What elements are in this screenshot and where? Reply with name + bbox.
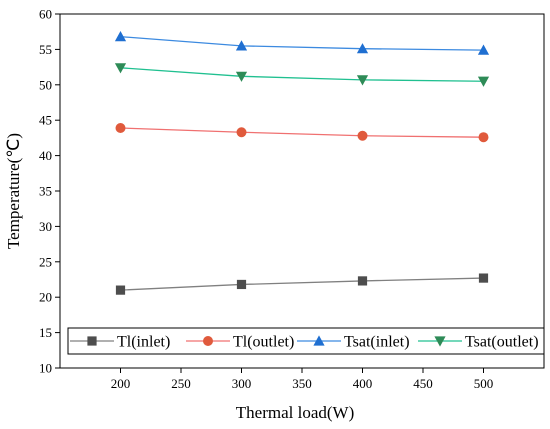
x-tick-label: 500 — [474, 376, 494, 391]
x-tick-label: 350 — [292, 376, 312, 391]
data-point — [478, 273, 489, 283]
legend-label: Tl(outlet) — [233, 334, 294, 351]
data-point — [114, 31, 127, 42]
y-tick-label: 10 — [39, 361, 52, 376]
legend-label: Tsat(inlet) — [344, 334, 410, 351]
legend-marker — [87, 336, 97, 346]
legend-item: Tsat(outlet) — [418, 334, 539, 351]
x-tick-label: 450 — [413, 376, 433, 391]
data-point — [235, 40, 248, 51]
series-line — [120, 36, 484, 51]
y-tick-label: 20 — [39, 290, 52, 305]
series-line — [120, 277, 484, 291]
x-axis-title: Thermal load(W) — [236, 403, 354, 422]
x-tick-label: 200 — [111, 376, 131, 391]
data-point — [236, 127, 247, 138]
y-tick-label: 25 — [39, 254, 52, 269]
legend-item: Tl(inlet) — [70, 334, 170, 351]
legend: Tl(inlet) Tl(outlet) Tsat(inlet) Tsat(outle… — [67, 327, 545, 355]
y-axis-title: Temperature(℃) — [4, 133, 23, 249]
x-tick-label: 300 — [232, 376, 252, 391]
data-point — [478, 132, 489, 143]
x-tick-label: 400 — [353, 376, 373, 391]
y-axis: 10 15 20 25 30 35 40 45 50 55 60 — [39, 7, 60, 376]
data-point — [115, 285, 126, 295]
legend-label: Tl(inlet) — [117, 334, 170, 351]
series-tsat-outlet — [114, 63, 490, 87]
y-tick-label: 30 — [39, 219, 52, 234]
legend-marker — [434, 336, 446, 347]
data-point — [477, 44, 490, 55]
data-point — [357, 276, 368, 286]
data-point — [356, 75, 369, 86]
series-line — [120, 67, 484, 82]
series-tl-inlet — [115, 273, 489, 295]
legend-marker — [313, 335, 325, 346]
y-tick-label: 50 — [39, 77, 52, 92]
data-point — [236, 279, 247, 290]
data-point — [356, 43, 369, 54]
data-point — [477, 76, 490, 87]
y-tick-label: 35 — [39, 184, 52, 199]
legend-marker — [203, 336, 213, 346]
series-line — [120, 127, 484, 138]
series-tl-outlet — [115, 122, 489, 143]
x-axis: 200 250 300 350 400 450 500 — [111, 368, 494, 391]
legend-item: Tsat(inlet) — [297, 334, 410, 351]
y-tick-label: 55 — [39, 42, 52, 57]
data-point — [115, 122, 126, 133]
data-point — [114, 63, 127, 74]
legend-item: Tl(outlet) — [186, 334, 294, 351]
plot-frame — [59, 13, 545, 369]
x-tick-label: 250 — [171, 376, 191, 391]
y-tick-label: 15 — [39, 325, 52, 340]
legend-label: Tsat(outlet) — [465, 334, 539, 351]
data-point — [357, 130, 368, 141]
y-tick-label: 45 — [39, 113, 52, 128]
y-tick-label: 40 — [39, 148, 52, 163]
y-tick-label: 60 — [39, 7, 52, 22]
data-point — [235, 71, 248, 82]
series-layer — [114, 31, 490, 295]
series-tsat-inlet — [114, 31, 490, 55]
